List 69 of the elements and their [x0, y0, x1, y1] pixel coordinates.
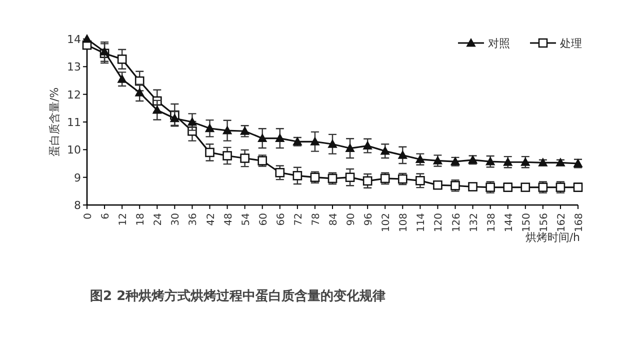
point: [468, 182, 478, 192]
point: [170, 114, 180, 122]
x-tick-label: 0: [83, 213, 94, 220]
point: [222, 126, 232, 134]
point: [345, 172, 355, 182]
x-tick-label: 78: [310, 213, 322, 226]
x-tick-label: 54: [240, 213, 252, 226]
point: [117, 54, 127, 64]
point: [240, 154, 250, 163]
point: [205, 124, 214, 132]
y-tick-label: 8: [74, 199, 81, 212]
point: [188, 118, 197, 126]
x-tick-label: 18: [136, 213, 147, 226]
point: [416, 176, 425, 186]
point: [222, 151, 232, 160]
point: [152, 106, 162, 114]
x-tick-label: 42: [206, 213, 217, 226]
point: [310, 137, 320, 146]
x-tick-label: 84: [328, 213, 340, 226]
x-tick-label: 114: [416, 213, 428, 232]
x-tick-label: 66: [276, 213, 287, 226]
y-tick-label: 12: [67, 88, 81, 102]
x-tick-label: 162: [556, 213, 568, 232]
point: [205, 148, 214, 158]
y-tick-label: 13: [67, 60, 81, 74]
x-tick-label: 120: [434, 213, 445, 232]
x-tick-label: 168: [574, 213, 585, 232]
point: [292, 171, 302, 180]
x-tick-label: 90: [346, 213, 358, 226]
point: [398, 150, 408, 159]
x-tick-label: 12: [118, 213, 130, 226]
point: [362, 176, 372, 186]
x-tick-label: 108: [398, 213, 410, 232]
x-tick-label: 96: [364, 213, 375, 226]
point: [118, 74, 127, 83]
point: [275, 168, 285, 178]
x-axis-title: 烘烤时间/h: [525, 231, 580, 244]
x-tick-label: 144: [504, 213, 515, 232]
y-tick-label: 14: [67, 33, 81, 46]
point: [433, 180, 442, 190]
x-tick-label: 72: [293, 213, 304, 226]
point: [328, 140, 337, 148]
x-tick-label: 30: [170, 213, 182, 226]
x-tick-label: 150: [521, 213, 532, 232]
x-tick-label: 24: [153, 213, 164, 226]
legend-label: 对照: [488, 37, 510, 50]
x-tick-label: 102: [381, 213, 392, 232]
x-tick-label: 138: [486, 213, 498, 232]
point: [520, 182, 530, 192]
x-tick-label: 156: [538, 213, 550, 232]
point: [363, 141, 372, 150]
x-tick-label: 6: [100, 213, 112, 220]
x-tick-label: 48: [223, 213, 234, 226]
y-tick-label: 9: [74, 171, 81, 184]
point: [275, 134, 284, 142]
y-tick-label: 10: [67, 144, 81, 157]
point: [258, 134, 267, 142]
point: [82, 34, 92, 43]
point: [135, 88, 144, 96]
x-tick-label: 60: [258, 213, 270, 226]
legend-label: 处理: [560, 37, 582, 50]
x-tick-label: 36: [188, 213, 200, 226]
point: [346, 144, 355, 152]
x-tick-label: 126: [451, 213, 462, 232]
point: [380, 146, 390, 155]
text: 图2 2种烘烤方式烘烤过程中蛋白质含量的变化规律: [90, 288, 386, 304]
y-tick-label: 11: [67, 116, 81, 129]
x-tick-label: 132: [468, 213, 480, 232]
y-axis-title: 蛋白质含量/%: [48, 87, 61, 157]
